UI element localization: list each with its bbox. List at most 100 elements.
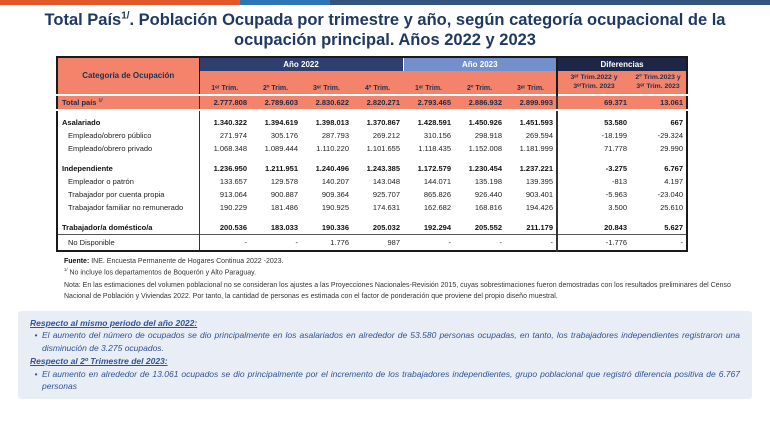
value-cell: 1.110.220 xyxy=(316,143,349,153)
methodology-note: Nota: En las estimaciones del volumen po… xyxy=(64,281,731,300)
title-footnote-marker: 1/ xyxy=(121,10,130,22)
bullet-icon: • xyxy=(34,330,38,341)
value-cell: 129.578 xyxy=(270,176,298,186)
value-cell: 194.426 xyxy=(525,202,554,212)
value-cell: 865.826 xyxy=(423,189,452,199)
value-cell: 205.032 xyxy=(372,222,401,232)
row-label: Independiente xyxy=(57,154,200,175)
value-cell: -23.040 xyxy=(657,189,684,199)
bullet-icon: • xyxy=(34,368,38,379)
value-cell: 667 xyxy=(670,117,684,127)
value-cell: 162.682 xyxy=(423,202,452,212)
row-label: Empleado/obrero privado xyxy=(57,141,200,155)
value-cell: 144.071 xyxy=(423,176,452,186)
table-row: Total país 1/2.777.808 2.789.603 2.830.622… xyxy=(57,93,688,111)
value-cell: 1.230.454 xyxy=(468,163,503,173)
value-cell: -3.275 xyxy=(556,154,631,175)
value-cell: - xyxy=(250,233,301,251)
value-cell: 6.767 xyxy=(664,163,684,173)
value-cell: 53.580 xyxy=(556,109,631,129)
occupation-table: Categoría de Ocupación Año 2022 Año 2023… xyxy=(56,56,689,252)
value-cell: 909.364 xyxy=(321,189,349,199)
value-cell: 1.370.867 xyxy=(366,117,401,127)
highlight-bullet-2023: • El aumento en alrededor de 13.061 ocup… xyxy=(30,368,741,394)
highlight-heading-2022: Respecto al mismo periodo del año 2022: xyxy=(30,317,198,328)
value-cell: -18.199 xyxy=(556,128,631,142)
value-cell: 211.179 xyxy=(526,222,554,232)
value-cell: 183.033 xyxy=(270,222,298,232)
value-cell: -1.776 xyxy=(556,233,631,251)
value-cell: 269.594 xyxy=(525,130,554,140)
value-cell: 200.536 xyxy=(219,222,247,232)
value-cell: 20.843 xyxy=(556,213,631,235)
table-row: Asalariado 1.340.322 1.394.619 1.398.013 1.3… xyxy=(57,109,687,129)
value-cell: - xyxy=(199,233,250,251)
value-cell: 2.789.603 xyxy=(250,93,301,111)
table-row: Empleador o patrón 133.657 129.578 140.207 1… xyxy=(57,174,687,188)
row-label: Empleador o patrón xyxy=(57,174,200,188)
value-cell: 1.451.593 xyxy=(519,117,554,127)
value-cell: 2.820.271 xyxy=(352,93,404,111)
value-cell: 271.974 xyxy=(219,130,247,140)
row-label: Trabajador familiar no remunerado xyxy=(57,200,200,214)
quarter-header-2022-t3: 3ᵉʳ Trim. xyxy=(301,71,352,95)
title-part1: Total País xyxy=(44,11,122,29)
value-cell: 192.294 xyxy=(423,222,452,232)
value-cell: - xyxy=(403,233,455,251)
value-cell: 2.899.993 xyxy=(505,93,558,111)
quarter-header-2022-t1: 1ᵉʳ Trim. xyxy=(199,71,250,95)
value-cell: 1.101.655 xyxy=(366,143,401,153)
quarter-header-2023-t2: 2º Trim. xyxy=(454,71,506,95)
value-cell: 13.061 xyxy=(630,93,688,111)
value-cell: 269.212 xyxy=(372,130,401,140)
value-cell: -29.324 xyxy=(657,130,684,140)
value-cell: 3.500 xyxy=(556,200,631,214)
row-label: Asalariado xyxy=(57,109,200,129)
value-cell: 900.887 xyxy=(270,189,298,199)
value-cell: 2.830.622 xyxy=(301,93,352,111)
value-cell: -5.963 xyxy=(556,187,631,201)
value-cell: 1.428.591 xyxy=(417,117,452,127)
value-cell: 29.990 xyxy=(660,143,684,153)
footnote-1-text: No incluye los departamentos de Boquerón… xyxy=(67,269,257,277)
value-cell: 913.064 xyxy=(219,189,247,199)
value-cell: 181.486 xyxy=(270,202,298,212)
quarter-header-2023-t3: 3ᵉʳ Trim. xyxy=(505,71,558,95)
accent-blue-segment xyxy=(240,0,330,5)
table-row: Trabajador/a doméstico/a 200.536 183.033 19… xyxy=(57,213,687,235)
category-header: Categoría de Ocupación xyxy=(57,57,200,95)
value-cell: 1.398.013 xyxy=(315,117,349,127)
table-header: Categoría de Ocupación Año 2022 Año 2023… xyxy=(57,57,688,95)
quarter-header-2022-t2: 2º Trim. xyxy=(250,71,301,95)
year-2022-header: Año 2022 xyxy=(199,57,404,72)
highlight-bullet-2022-text: El aumento del número de ocupados se dio… xyxy=(42,330,740,354)
value-cell: 925.707 xyxy=(372,189,401,199)
footnotes: Fuente: INE. Encuesta Permanente de Hoga… xyxy=(64,257,745,303)
value-cell: 1.211.951 xyxy=(265,163,298,173)
value-cell: - xyxy=(454,233,506,251)
quarter-header-2022-t4: 4º Trim. xyxy=(352,71,404,95)
value-cell: 1.089.444 xyxy=(264,143,298,153)
value-cell: 287.793 xyxy=(321,130,349,140)
value-cell: 135.198 xyxy=(474,176,503,186)
footnote-1-marker: 1/ xyxy=(64,267,68,273)
value-cell: 190.229 xyxy=(219,202,247,212)
value-cell: 1.237.221 xyxy=(519,163,554,173)
value-cell: 69.371 xyxy=(556,93,631,111)
footnote-1: 1/ No incluye los departamentos de Boque… xyxy=(64,267,745,279)
value-cell: 140.207 xyxy=(321,176,349,186)
diferencias-header: Diferencias xyxy=(556,57,688,72)
value-cell: 4.197 xyxy=(664,176,684,186)
value-cell: 174.631 xyxy=(372,202,401,212)
value-cell: 926.440 xyxy=(474,189,503,199)
value-cell: 903.401 xyxy=(525,189,554,199)
table-body: Total país 1/2.777.808 2.789.603 2.830.622… xyxy=(57,93,688,251)
value-cell: 1.181.999 xyxy=(519,143,554,153)
accent-orange-segment xyxy=(0,0,240,5)
value-cell: 1.776 xyxy=(301,233,352,251)
source-label: Fuente: xyxy=(64,257,90,265)
diff-header-2: 2º Trim.2023 y 3ᵉʳ Trim. 2023 xyxy=(630,71,688,95)
value-cell: 143.048 xyxy=(372,176,401,186)
value-cell: 1.340.322 xyxy=(213,117,247,127)
value-cell: 71.778 xyxy=(556,141,631,155)
